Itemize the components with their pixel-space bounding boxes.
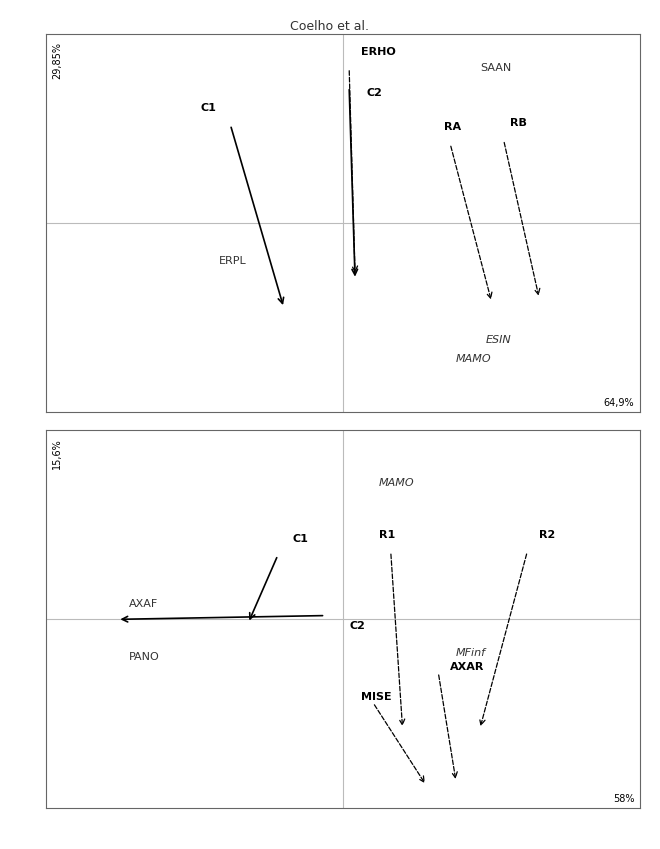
Text: C2: C2 <box>367 88 383 98</box>
Text: 58%: 58% <box>612 795 634 805</box>
Text: ERPL: ERPL <box>218 256 246 266</box>
Text: AXAR: AXAR <box>450 662 484 672</box>
Text: 64,9%: 64,9% <box>604 398 634 408</box>
Text: C1: C1 <box>201 104 216 113</box>
Text: 29,85%: 29,85% <box>52 42 62 78</box>
Text: RA: RA <box>444 122 461 132</box>
Text: 15,6%: 15,6% <box>52 438 62 469</box>
Text: SAAN: SAAN <box>480 63 511 73</box>
Text: ERHO: ERHO <box>361 47 396 57</box>
Text: PANO: PANO <box>129 652 160 662</box>
Text: MFinf: MFinf <box>456 649 486 658</box>
Text: R1: R1 <box>379 530 395 540</box>
Text: MAMO: MAMO <box>379 478 414 488</box>
Text: ESIN: ESIN <box>486 335 512 345</box>
Text: AXAF: AXAF <box>129 599 158 610</box>
Text: MAMO: MAMO <box>456 354 492 364</box>
Text: C2: C2 <box>349 621 365 631</box>
Text: Coelho et al.: Coelho et al. <box>290 20 370 32</box>
Text: R2: R2 <box>539 530 556 540</box>
Text: C1: C1 <box>292 534 309 544</box>
Text: RB: RB <box>510 118 527 128</box>
Text: MISE: MISE <box>361 693 391 702</box>
